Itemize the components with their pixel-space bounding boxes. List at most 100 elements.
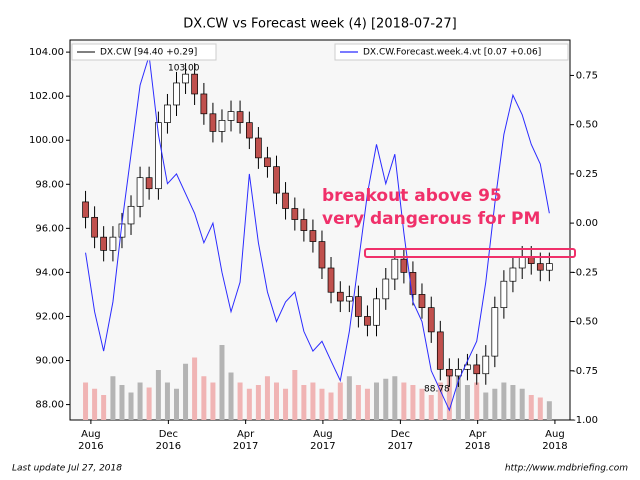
y2-tick-label: -0.50: [572, 317, 598, 328]
volume-bar: [155, 370, 161, 420]
y2-tick-label: -0.25: [572, 267, 598, 278]
y2-tick-label: 0.00: [576, 218, 598, 229]
annotation: 88.78: [424, 385, 450, 395]
volume-bar: [110, 376, 116, 420]
y-tick-label: 92.00: [35, 311, 64, 322]
x-tick-label: Dec 2017: [388, 429, 413, 452]
y-tick-label: 100.00: [29, 135, 64, 146]
candle-body: [346, 296, 353, 302]
volume-bar: [401, 382, 407, 420]
chart-title: DX.CW vs Forecast week (4) [2018-07-27]: [183, 17, 456, 32]
y-tick-label: 98.00: [35, 179, 64, 190]
candle-body: [518, 256, 526, 269]
candle-body: [282, 192, 289, 209]
annotation: very dangerous for PM: [322, 209, 540, 229]
candle-body: [200, 93, 208, 115]
candle-body: [500, 280, 508, 309]
candle-body: [82, 201, 89, 218]
marks: [82, 55, 553, 420]
volume-bar: [428, 395, 434, 420]
y-tick-label: 88.00: [35, 400, 64, 411]
volume-bar: [355, 385, 361, 420]
x-tick-label: Apr 2017: [233, 429, 258, 452]
volume-bar: [292, 370, 298, 420]
volume-bar: [183, 363, 189, 420]
candle-body: [145, 177, 153, 190]
legend-label: DX.CW [94.40 +0.29]: [100, 48, 197, 58]
y-tick-label: 104.00: [29, 47, 64, 58]
volume-bar: [310, 382, 316, 420]
x-tick-label: Apr 2018: [465, 429, 490, 452]
y-tick-label: 102.00: [29, 91, 64, 102]
candle-body: [218, 120, 226, 132]
volume-bar: [192, 357, 198, 420]
footer-left: Last update Jul 27, 2018: [12, 464, 122, 474]
volume-bar: [219, 345, 225, 420]
candle-body: [418, 294, 426, 309]
candle-body: [446, 368, 453, 377]
candle-body: [364, 316, 371, 326]
candle-body: [436, 331, 444, 370]
volume-bar: [410, 385, 416, 420]
y2-tick-label: -1.00: [572, 415, 598, 426]
candle-body: [509, 267, 517, 282]
volume-bar: [273, 382, 279, 420]
candle-body: [155, 122, 162, 190]
volume-bar: [546, 401, 552, 420]
volume-bar: [364, 388, 370, 420]
volume-bar: [455, 376, 461, 420]
x-tick-label: Aug 2017: [310, 429, 335, 452]
candle-body: [136, 177, 144, 207]
legend-box: [71, 43, 217, 61]
candle-body: [400, 258, 408, 273]
volume-bar: [464, 385, 470, 420]
candle-body: [318, 241, 326, 269]
volume-bar: [283, 388, 289, 420]
volume-bar: [228, 372, 234, 420]
volume-bar: [173, 388, 179, 420]
candle-body: [109, 236, 117, 251]
volume-bar: [128, 392, 134, 420]
candle-body: [246, 122, 253, 139]
candle-body: [182, 73, 189, 84]
volume-bar: [210, 382, 216, 420]
volume-bar: [137, 382, 143, 420]
volume-bar: [437, 382, 443, 420]
volume-bar: [492, 388, 498, 420]
annotation: 103.00: [168, 64, 200, 74]
candle-body: [173, 82, 180, 106]
y2-tick-label: 0.50: [576, 120, 598, 131]
y2-tick-label: -0.75: [572, 366, 598, 377]
x-tick-label: Aug 2016: [78, 429, 103, 452]
volume-bar: [528, 395, 534, 420]
y2-tick-label: 0.25: [576, 169, 598, 180]
candle-body: [536, 263, 544, 271]
volume-bar: [319, 388, 325, 420]
footer-right: http://www.mdbriefing.com: [505, 464, 628, 474]
volume-bar: [201, 376, 207, 420]
volume-bar: [255, 385, 261, 420]
candle-body: [491, 307, 499, 357]
candle-body: [191, 73, 198, 95]
candle-body: [309, 230, 317, 242]
volume-bar: [246, 388, 252, 420]
volume-bar: [164, 382, 170, 420]
candle-body: [546, 263, 553, 271]
volume-bar: [337, 382, 343, 420]
candle-body: [391, 258, 399, 280]
legend-box: [334, 43, 569, 61]
volume-bar: [301, 385, 307, 420]
forecast-line: [85, 55, 550, 412]
volume-bar: [119, 385, 125, 420]
candle-body: [382, 278, 390, 300]
y-tick-label: 90.00: [35, 356, 64, 367]
highlight-box: [364, 248, 576, 258]
volume-bar: [373, 382, 379, 420]
x-tick-label: Aug 2018: [542, 429, 567, 452]
candle-body: [273, 166, 280, 194]
volume-bar: [101, 395, 107, 420]
volume-bar: [328, 392, 334, 420]
candle-body: [355, 296, 362, 317]
volume-bar: [483, 392, 489, 420]
volume-bar: [346, 376, 352, 420]
